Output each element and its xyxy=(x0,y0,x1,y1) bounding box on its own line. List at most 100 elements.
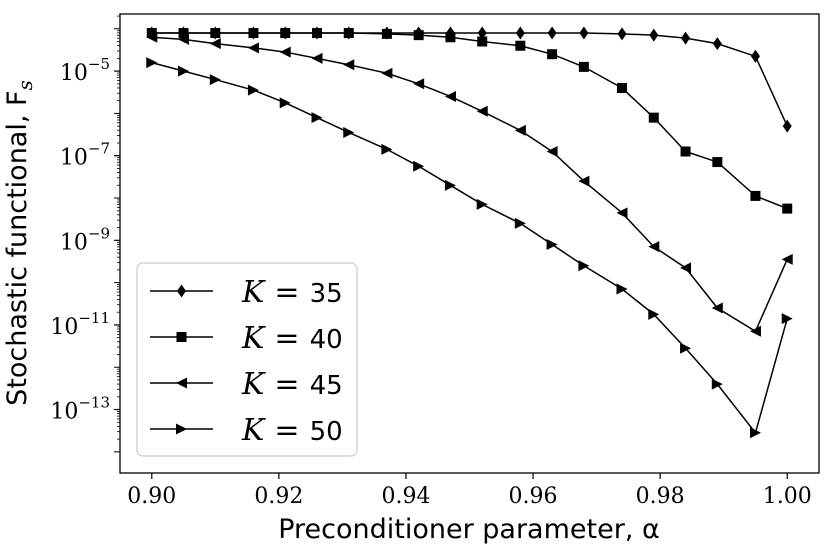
x-axis: 0.90 0.92 0.94 0.96 0.98 1.00 xyxy=(127,473,812,509)
plot-frame xyxy=(119,13,820,474)
data-point xyxy=(648,308,660,320)
data-point xyxy=(247,84,259,96)
x-tick-label: 0.94 xyxy=(381,484,430,509)
x-tick-label: 0.98 xyxy=(636,484,685,509)
data-point xyxy=(444,179,456,191)
data-point xyxy=(413,160,425,172)
y-tick-exponent: −13 xyxy=(78,394,110,412)
x-tick-label: 1.00 xyxy=(763,484,812,509)
data-point xyxy=(547,49,558,60)
data-point xyxy=(311,112,323,124)
legend-entry: K = 40 xyxy=(150,321,343,356)
data-point xyxy=(381,67,393,79)
data-point xyxy=(649,28,659,42)
legend-entry: K = 45 xyxy=(150,367,343,402)
data-point xyxy=(178,28,189,39)
y-tick-exponent: −9 xyxy=(88,224,110,242)
data-point xyxy=(617,27,627,41)
data-point xyxy=(648,241,660,253)
data-point xyxy=(782,203,793,214)
data-point xyxy=(209,38,221,50)
legend-label: K = 45 xyxy=(241,367,343,402)
series-1 xyxy=(147,26,792,133)
data-point xyxy=(311,28,322,39)
y-tick-label: 10−11 xyxy=(50,309,110,340)
data-point xyxy=(782,119,792,133)
y-axis-label: Stochastic functional, Fs xyxy=(2,80,37,406)
x-tick-label: 0.92 xyxy=(254,484,303,509)
data-point xyxy=(514,217,526,229)
data-point xyxy=(616,207,628,219)
x-tick-label: 0.96 xyxy=(509,484,558,509)
legend-label: K = 35 xyxy=(241,275,343,310)
data-point xyxy=(445,32,456,43)
legend-entry: K = 50 xyxy=(150,413,343,448)
series-3 xyxy=(146,31,793,337)
data-point xyxy=(247,42,259,54)
x-axis-label: Preconditioner parameter, α xyxy=(278,514,660,545)
data-point xyxy=(547,26,557,40)
y-tick-exponent: −11 xyxy=(78,309,110,327)
legend-marker xyxy=(176,377,187,389)
data-point xyxy=(311,52,323,64)
legend-marker xyxy=(176,332,187,342)
series-line xyxy=(151,61,788,435)
y-axis-label-subscript: s xyxy=(13,80,37,90)
data-point xyxy=(209,74,221,86)
data-point xyxy=(146,31,158,43)
data-point xyxy=(381,143,393,155)
data-point xyxy=(750,190,761,201)
data-point xyxy=(749,325,761,337)
data-point xyxy=(578,61,589,72)
data-point xyxy=(680,342,692,354)
legend: K = 35 K = 40 K = 45 K = 50 xyxy=(136,262,358,457)
data-point xyxy=(476,198,488,210)
data-point xyxy=(781,253,793,265)
data-point xyxy=(648,112,659,123)
data-point xyxy=(781,313,793,325)
data-point xyxy=(712,157,723,168)
plot-layer xyxy=(146,26,793,439)
data-point xyxy=(279,97,291,109)
data-point xyxy=(343,59,355,71)
data-point xyxy=(178,65,190,77)
data-point xyxy=(578,260,590,272)
data-point xyxy=(477,26,487,40)
data-point xyxy=(711,378,723,390)
legend-box xyxy=(136,262,358,457)
y-axis: 10−5 10−7 10−9 10−11 10−13 xyxy=(50,15,120,453)
y-tick-label: 10−9 xyxy=(60,224,110,255)
data-point xyxy=(750,49,760,63)
data-point xyxy=(578,175,590,187)
series-4 xyxy=(146,57,793,439)
data-point xyxy=(680,262,692,274)
data-point xyxy=(579,26,589,40)
data-point xyxy=(210,28,221,39)
data-point xyxy=(178,33,190,45)
data-point xyxy=(279,46,291,58)
data-point xyxy=(381,28,392,39)
data-point xyxy=(749,427,761,439)
y-tick-exponent: −5 xyxy=(88,55,110,73)
data-point xyxy=(514,124,526,136)
data-point xyxy=(146,57,158,69)
data-point xyxy=(146,28,157,39)
series-line xyxy=(151,32,788,210)
legend-marker xyxy=(177,284,186,298)
data-point xyxy=(476,105,488,117)
legend-label: K = 40 xyxy=(241,321,343,356)
data-point xyxy=(515,40,526,51)
legend-entry: K = 35 xyxy=(150,275,343,310)
legend-label: K = 50 xyxy=(241,413,343,448)
y-tick-exponent: −7 xyxy=(88,140,110,158)
data-point xyxy=(413,78,425,90)
data-point xyxy=(515,26,525,40)
legend-marker xyxy=(176,423,187,435)
data-point xyxy=(343,28,354,39)
data-point xyxy=(617,83,628,94)
x-tick-label: 0.90 xyxy=(127,484,176,509)
data-point xyxy=(477,36,488,47)
data-point xyxy=(681,31,691,45)
data-point xyxy=(680,146,691,157)
